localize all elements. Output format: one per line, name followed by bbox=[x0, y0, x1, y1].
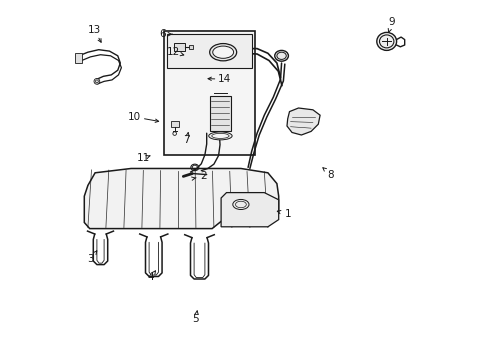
Bar bbox=[188, 45, 193, 49]
Text: 4: 4 bbox=[147, 272, 154, 282]
Polygon shape bbox=[221, 193, 278, 227]
Text: 13: 13 bbox=[87, 24, 101, 35]
Text: 5: 5 bbox=[192, 314, 199, 324]
Bar bbox=[170, 121, 178, 127]
Polygon shape bbox=[84, 168, 278, 229]
Ellipse shape bbox=[376, 32, 396, 50]
Ellipse shape bbox=[274, 50, 288, 61]
Text: 11: 11 bbox=[136, 153, 149, 163]
Bar bbox=[75, 53, 81, 63]
Polygon shape bbox=[196, 31, 230, 135]
Bar bbox=[174, 43, 185, 51]
Bar bbox=[163, 31, 255, 155]
Text: 9: 9 bbox=[388, 17, 395, 27]
Text: 3: 3 bbox=[87, 254, 94, 264]
Polygon shape bbox=[286, 108, 320, 135]
Text: 7: 7 bbox=[183, 135, 190, 145]
Bar bbox=[167, 34, 251, 68]
Text: 6: 6 bbox=[159, 29, 165, 39]
Ellipse shape bbox=[211, 133, 228, 139]
Ellipse shape bbox=[212, 46, 233, 58]
Text: 8: 8 bbox=[327, 170, 333, 180]
Text: 12: 12 bbox=[166, 47, 180, 57]
Ellipse shape bbox=[94, 78, 100, 84]
Ellipse shape bbox=[209, 44, 236, 61]
Bar bbox=[204, 34, 219, 133]
Text: 10: 10 bbox=[128, 112, 141, 122]
Bar bbox=[209, 96, 230, 131]
Text: 2: 2 bbox=[200, 171, 206, 181]
Ellipse shape bbox=[208, 132, 232, 140]
Text: 1: 1 bbox=[284, 209, 290, 219]
Text: 14: 14 bbox=[218, 74, 231, 84]
